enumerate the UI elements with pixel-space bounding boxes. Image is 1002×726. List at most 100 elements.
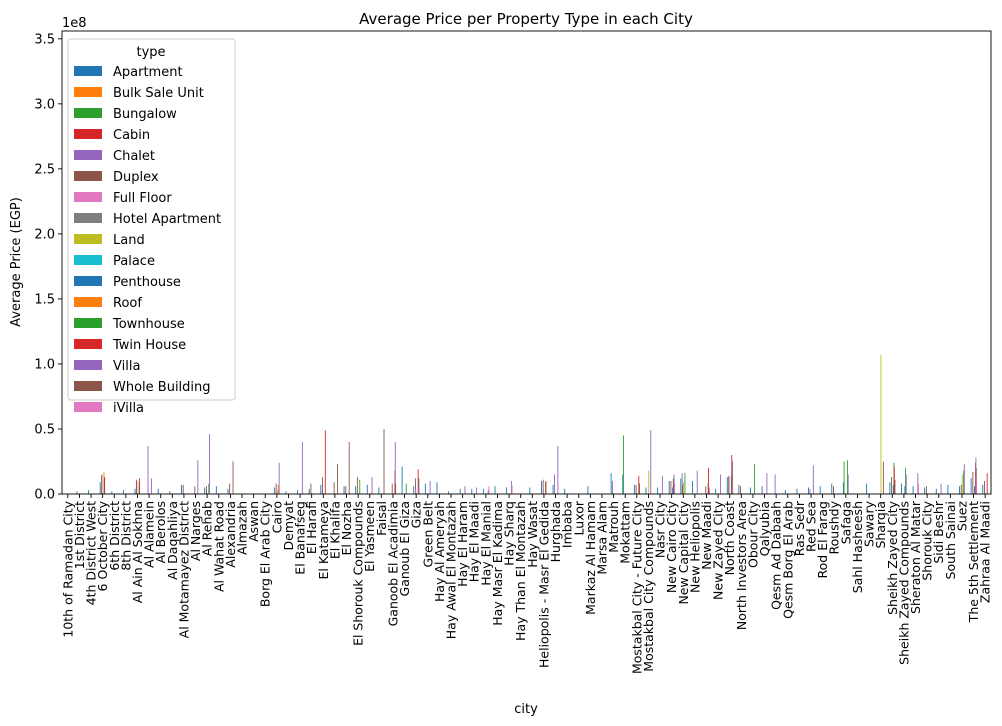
bar-apartment xyxy=(633,484,635,494)
bar-villa xyxy=(429,480,431,494)
bar-duplex xyxy=(728,477,730,494)
x-tick-label: Ganoub El Giza xyxy=(397,501,412,596)
bar-duplex xyxy=(345,486,347,494)
bar-whole-building xyxy=(731,461,733,494)
legend-label: Villa xyxy=(113,359,140,374)
bar-apartment xyxy=(691,480,693,494)
bar-land xyxy=(880,354,882,494)
x-tick-label: Al Wahat Road xyxy=(211,501,226,592)
x-tick-label: Sheikh Zayed City xyxy=(885,500,900,614)
legend-label: Bulk Sale Unit xyxy=(113,86,204,101)
bar-apartment xyxy=(343,486,345,494)
bar-apartment xyxy=(680,478,682,494)
bar-apartment xyxy=(448,491,450,494)
bar-whole-building xyxy=(894,479,896,494)
legend-swatch xyxy=(74,339,102,349)
bar-ivilla xyxy=(976,480,978,494)
bar-townhouse xyxy=(405,483,407,494)
bar-apartment xyxy=(842,482,844,494)
x-tick-label: Hay Awal El Montazah xyxy=(444,501,459,639)
bar-villa xyxy=(696,470,698,494)
bar-villa xyxy=(673,474,675,494)
plot-frame xyxy=(61,30,992,495)
bar-apartment xyxy=(273,487,275,494)
bar-apartment xyxy=(134,488,136,494)
bar-apartment xyxy=(122,490,124,494)
y-tick-label: 2.5 xyxy=(34,162,55,177)
bar-apartment xyxy=(355,486,357,494)
bar-duplex xyxy=(205,486,207,494)
bar-twin-house xyxy=(139,478,140,494)
bar-apartment xyxy=(99,482,101,494)
legend-label: Chalet xyxy=(113,149,155,164)
x-tick-label: North Investors Area xyxy=(734,501,749,630)
legend-label: Penthouse xyxy=(113,275,181,290)
bar-villa xyxy=(766,473,768,494)
x-tick-label: Al Narges xyxy=(188,501,203,561)
x-tick-label: North Coast xyxy=(722,501,737,575)
bar-apartment xyxy=(866,483,868,494)
x-tick-label: 6th District xyxy=(107,501,122,571)
bar-villa xyxy=(197,460,199,494)
bar-apartment xyxy=(111,491,113,494)
legend-swatch xyxy=(74,297,102,307)
legend-label: Roof xyxy=(113,296,142,311)
bars-group xyxy=(76,354,988,494)
bar-apartment xyxy=(947,484,949,494)
legend-swatch xyxy=(74,381,102,391)
bar-ivilla xyxy=(418,487,420,494)
bar-townhouse xyxy=(208,483,210,494)
bar-penthouse xyxy=(974,486,975,494)
bar-apartment xyxy=(529,487,531,494)
y-offset-label: 1e8 xyxy=(62,16,87,31)
legend: type Apartment Bulk Sale Unit Bungalow Cabi… xyxy=(67,38,236,416)
legend-swatch xyxy=(74,213,102,223)
x-tick-label: Mokattam xyxy=(618,501,633,564)
bar-apartment xyxy=(982,484,984,494)
bar-whole-building xyxy=(337,464,339,494)
bar-apartment xyxy=(796,488,798,494)
bar-apartment xyxy=(413,486,415,494)
bar-apartment xyxy=(320,484,322,494)
x-tick-label: New Cairo City xyxy=(664,500,679,593)
x-tick-label: 1st District xyxy=(72,501,87,569)
x-tick-label: Obour City xyxy=(745,500,760,568)
x-tick-label: Shorouk City xyxy=(920,500,935,580)
bar-villa xyxy=(940,483,942,494)
legend-label: Whole Building xyxy=(113,380,211,395)
y-tick-label: 3.0 xyxy=(34,97,55,112)
legend-swatch xyxy=(74,150,102,160)
bar-apartment xyxy=(959,486,960,494)
bar-twin-house xyxy=(104,477,106,494)
legend-frame xyxy=(67,38,236,401)
bar-bungalow xyxy=(843,461,845,494)
legend-swatch xyxy=(74,234,102,244)
bar-ivilla xyxy=(709,487,710,494)
x-tick-label: Al Berolos xyxy=(153,501,168,563)
bar-land xyxy=(276,490,278,494)
bar-chalet xyxy=(809,488,811,494)
bar-apartment xyxy=(819,486,821,494)
x-tick-label: Hay El Haram xyxy=(455,501,470,587)
x-tick-label: Al Ain Al Sokhna xyxy=(130,501,145,603)
chart-title: Average Price per Property Type in each … xyxy=(359,10,693,28)
legend-swatch xyxy=(74,171,102,181)
bar-land xyxy=(961,474,963,494)
bar-full-floor xyxy=(275,488,277,494)
x-tick-label: Markaz Al Hamam xyxy=(583,501,598,615)
x-tick-label: Alexandria xyxy=(223,501,238,568)
bar-duplex xyxy=(635,484,637,494)
bar-duplex xyxy=(891,477,892,494)
bar-villa xyxy=(905,474,907,494)
legend-label: Duplex xyxy=(113,170,159,185)
x-tick-label: The 5th Settlement xyxy=(966,501,981,623)
bar-villa xyxy=(650,430,652,494)
bar-duplex xyxy=(542,479,544,494)
bar-apartment xyxy=(157,488,159,494)
bar-villa xyxy=(917,473,919,494)
legend-swatch xyxy=(74,318,102,328)
legend-swatch xyxy=(74,402,102,412)
bar-chalet xyxy=(681,473,683,494)
